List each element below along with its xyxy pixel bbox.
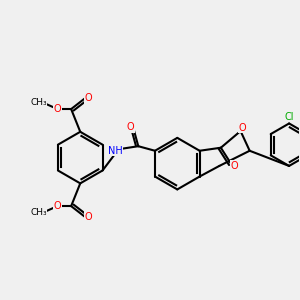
Text: CH₃: CH₃ bbox=[30, 208, 47, 217]
Text: CH₃: CH₃ bbox=[30, 98, 47, 107]
Text: O: O bbox=[127, 122, 134, 132]
Text: Cl: Cl bbox=[284, 112, 294, 122]
Text: O: O bbox=[85, 93, 92, 103]
Text: NH: NH bbox=[108, 146, 122, 156]
Text: O: O bbox=[85, 212, 92, 222]
Text: O: O bbox=[238, 123, 246, 133]
Text: O: O bbox=[54, 201, 61, 211]
Text: O: O bbox=[231, 161, 238, 171]
Text: O: O bbox=[54, 104, 61, 114]
